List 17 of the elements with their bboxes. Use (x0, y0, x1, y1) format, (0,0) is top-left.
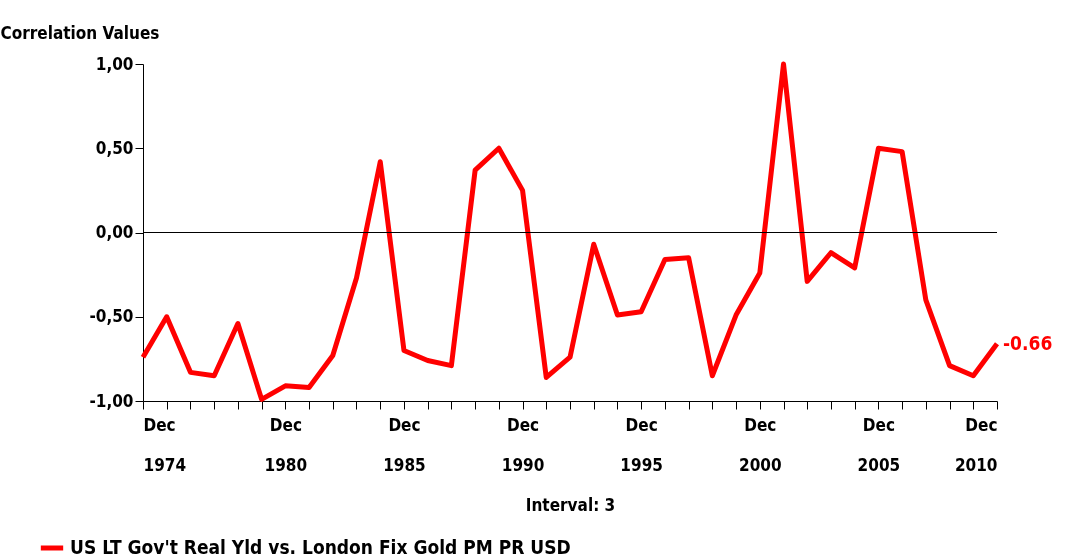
x-tick-label: Dec 1990 (501, 414, 545, 475)
y-tick-label: -1,00 (89, 390, 134, 411)
x-tick-label: Dec 1974 (143, 414, 187, 475)
y-tick-label: 0,50 (95, 137, 134, 158)
x-tick-label: Dec 1995 (620, 414, 663, 475)
annotation: -0.66 (1003, 331, 1053, 354)
x-tick-label: Dec 1980 (264, 414, 308, 475)
legend-label: US LT Gov't Real Yld vs. London Fix Gold PM PR USD (70, 536, 571, 558)
x-tick-label: Dec 2000 (739, 414, 782, 475)
x-tick-label: Dec 2010 (954, 414, 998, 475)
x-axis-title: Interval: 3 (525, 494, 616, 515)
x-tick-label: Dec 2005 (857, 414, 901, 475)
y-tick-label: 1,00 (95, 53, 134, 74)
y-tick-label: -0,50 (89, 306, 134, 327)
y-axis-title: Correlation Values (0, 22, 160, 43)
y-tick-label: 0,00 (95, 222, 134, 242)
x-tick-label: Dec 1985 (383, 414, 426, 475)
